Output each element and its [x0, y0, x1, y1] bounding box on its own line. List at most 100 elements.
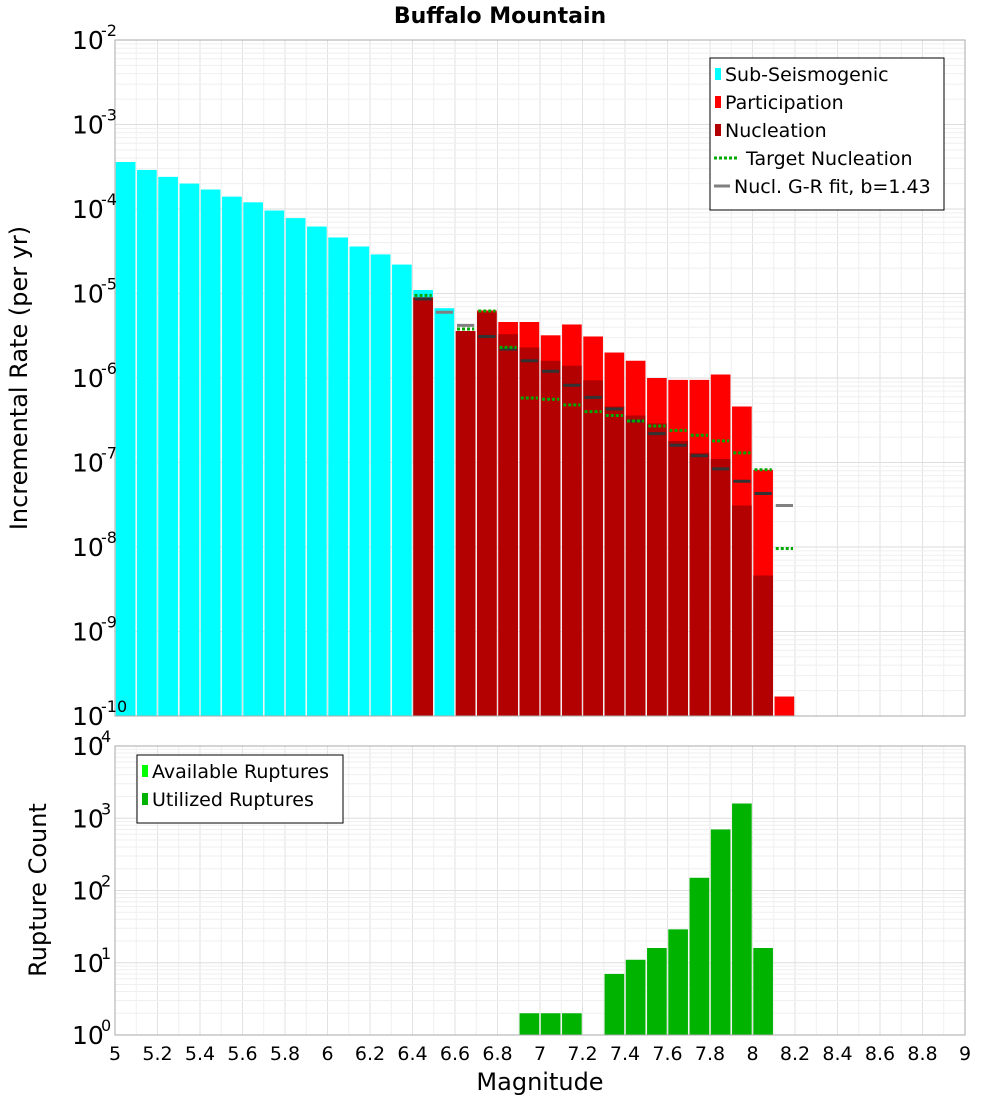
- utilized-ruptures-bar: [753, 948, 773, 1035]
- nucleation-bar: [562, 365, 582, 716]
- x-tick-label: 7.8: [695, 1043, 725, 1065]
- top-legend-swatch: [715, 124, 721, 136]
- nucleation-bar: [710, 459, 731, 716]
- x-tick-label: 6.2: [355, 1043, 385, 1065]
- x-tick-label: 6.6: [440, 1043, 470, 1065]
- bottom-legend: Available Ruptures Utilized Ruptures: [136, 754, 344, 824]
- utilized-ruptures-bar: [519, 1013, 540, 1035]
- top-legend-label: Sub-Seismogenic: [725, 64, 889, 86]
- top-y-tick-label: 10: [72, 533, 104, 562]
- x-tick-label: 5: [109, 1043, 121, 1065]
- x-tick-label: 8.6: [865, 1043, 895, 1065]
- nucleation-bar: [732, 505, 752, 716]
- x-tick-label: 5.8: [270, 1043, 300, 1065]
- x-tick-label: 7.2: [567, 1043, 597, 1065]
- top-legend: Sub-Seismogenic Participation Nucleation Ta…: [709, 57, 945, 211]
- top-y-tick-exponent: -6: [101, 359, 117, 378]
- top-y-tick-label: 10: [72, 195, 104, 224]
- nucleation-bar: [413, 297, 433, 716]
- nucleation-bar: [477, 312, 497, 716]
- utilized-ruptures-bar: [625, 959, 646, 1035]
- top-y-tick-exponent: -5: [101, 275, 117, 294]
- nucleation-bar: [604, 406, 625, 716]
- bottom-y-tick-label: 10: [72, 1021, 104, 1050]
- chart-title: Buffalo Mountain: [394, 4, 606, 29]
- top-y-tick-exponent: -7: [101, 444, 117, 463]
- top-legend-swatch: [715, 68, 721, 80]
- top-legend-label: Nucl. G-R fit, b=1.43: [734, 176, 931, 198]
- bottom-legend-label: Utilized Ruptures: [152, 789, 314, 811]
- bottom-legend-label: Available Ruptures: [152, 761, 329, 783]
- sub-seismogenic-bar: [137, 169, 157, 716]
- utilized-ruptures-bar: [647, 948, 667, 1035]
- utilized-ruptures-bar: [732, 803, 752, 1035]
- top-y-tick-label: 10: [72, 618, 104, 647]
- bottom-y-axis-label: Rupture Count: [24, 803, 52, 977]
- bottom-plot-frame: [114, 745, 966, 1036]
- top-y-tick-label: 10: [72, 702, 104, 731]
- top-legend-label: Participation: [725, 92, 844, 114]
- bottom-y-tick-label: 10: [72, 732, 104, 761]
- sub-seismogenic-bar: [264, 210, 285, 716]
- nucleation-bar: [625, 415, 646, 716]
- utilized-ruptures-bar: [689, 877, 710, 1035]
- bottom-y-tick-exponent: 0: [101, 1016, 111, 1035]
- utilized-ruptures-bar: [710, 829, 731, 1035]
- nucleation-bar: [668, 440, 688, 716]
- sub-seismogenic-bar: [243, 202, 263, 716]
- top-y-tick-exponent: -9: [101, 613, 117, 632]
- sub-seismogenic-bar: [179, 183, 200, 716]
- nucleation-bar: [498, 334, 518, 716]
- x-tick-label: 7.6: [652, 1043, 682, 1065]
- participation-bar: [774, 696, 795, 716]
- sub-seismogenic-bar: [349, 246, 370, 716]
- top-y-tick-exponent: -3: [101, 106, 117, 125]
- bottom-y-tick-exponent: 3: [101, 799, 111, 818]
- bottom-y-tick-exponent: 1: [101, 944, 111, 963]
- utilized-ruptures-bar: [540, 1013, 561, 1035]
- nucleation-bar: [753, 575, 773, 716]
- sub-seismogenic-bar: [222, 196, 242, 717]
- top-y-tick-label: 10: [72, 111, 104, 140]
- x-tick-label: 6.4: [397, 1043, 427, 1065]
- sub-seismogenic-bar: [285, 218, 306, 716]
- top-y-tick-label: 10: [72, 364, 104, 393]
- nucleation-bar: [689, 452, 710, 716]
- x-tick-label: 9: [959, 1043, 971, 1065]
- x-tick-label: 5.2: [142, 1043, 172, 1065]
- utilized-ruptures-bar: [604, 973, 625, 1035]
- x-tick-label: 8.8: [907, 1043, 937, 1065]
- bottom-y-tick-exponent: 4: [101, 727, 111, 746]
- top-y-tick-exponent: -2: [101, 21, 117, 40]
- sub-seismogenic-bar: [115, 161, 136, 716]
- nucleation-bar: [455, 330, 476, 716]
- nucleation-bar: [540, 360, 561, 716]
- sub-seismogenic-bar: [158, 176, 178, 717]
- top-bars: [115, 161, 795, 717]
- bottom-bars: [519, 803, 773, 1035]
- nucleation-bar: [583, 380, 603, 716]
- top-y-tick-label: 10: [72, 449, 104, 478]
- bottom-y-tick-label: 10: [72, 949, 104, 978]
- sub-seismogenic-bar: [307, 226, 327, 716]
- bottom-y-tick-exponent: 2: [101, 872, 111, 891]
- x-tick-label: 5.6: [227, 1043, 257, 1065]
- x-tick-label: 8: [746, 1043, 758, 1065]
- x-tick-label: 7.4: [610, 1043, 640, 1065]
- nucleation-bar: [519, 347, 540, 716]
- top-legend-box: [709, 57, 945, 211]
- x-axis-label: Magnitude: [476, 1068, 603, 1096]
- top-y-tick-exponent: -10: [101, 697, 127, 716]
- top-legend-label: Target Nucleation: [745, 148, 913, 170]
- x-tick-label: 7: [534, 1043, 546, 1065]
- utilized-ruptures-bar: [562, 1013, 582, 1035]
- x-tick-label: 6.8: [482, 1043, 512, 1065]
- bottom-y-tick-label: 10: [72, 804, 104, 833]
- sub-seismogenic-bar: [370, 254, 391, 716]
- x-tick-label: 8.4: [822, 1043, 852, 1065]
- bottom-legend-box: [136, 754, 344, 824]
- top-legend-swatch: [715, 96, 721, 108]
